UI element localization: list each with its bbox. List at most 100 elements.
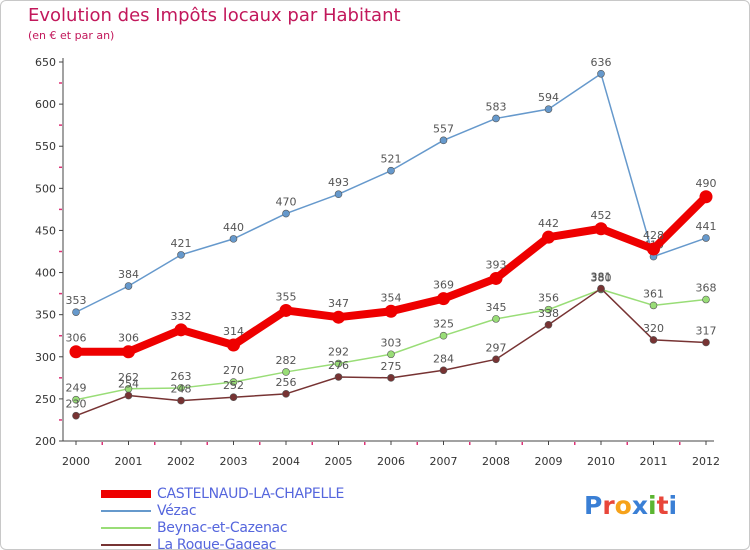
data-point: [492, 315, 500, 323]
data-point: [597, 69, 605, 78]
data-point: [489, 271, 503, 285]
chart-title: Evolution des Impôts locaux par Habitant: [28, 5, 401, 26]
data-point: [174, 323, 188, 337]
legend-item: Beynac-et-Cazenac: [101, 519, 344, 536]
x-tick-label: 2007: [430, 455, 458, 468]
data-point: [439, 366, 448, 375]
data-label: 440: [223, 221, 244, 234]
data-label: 354: [381, 291, 402, 304]
data-label: 381: [591, 271, 612, 284]
x-tick-label: 2001: [115, 455, 143, 468]
y-tick-label: 350: [35, 309, 56, 322]
data-label: 256: [276, 376, 297, 389]
data-label: 276: [328, 359, 349, 372]
legend-swatch: [101, 489, 151, 498]
data-label: 452: [591, 209, 612, 222]
y-tick-label: 550: [35, 140, 56, 153]
x-tick-label: 2008: [482, 455, 510, 468]
data-point: [387, 374, 395, 382]
data-label: 347: [328, 297, 349, 310]
data-point: [647, 242, 660, 256]
x-tick-label: 2009: [535, 455, 563, 468]
data-point: [699, 190, 713, 204]
data-point: [437, 292, 450, 306]
data-point: [69, 345, 83, 359]
data-point: [597, 284, 605, 293]
logo-letter: r: [602, 491, 615, 520]
logo-letter: i: [648, 491, 657, 520]
data-label: 442: [538, 217, 559, 230]
data-label: 248: [171, 383, 192, 396]
data-label: 380: [591, 271, 612, 284]
x-tick-label: 2010: [587, 455, 615, 468]
x-tick-label: 2004: [272, 455, 300, 468]
data-label: 275: [381, 360, 402, 373]
logo-letter: i: [668, 491, 678, 520]
data-label: 249: [66, 382, 87, 395]
legend-item: CASTELNAUD-LA-CHAPELLE: [101, 485, 344, 502]
data-point: [282, 209, 290, 218]
x-tick-label: 2006: [377, 455, 405, 468]
series-line: [75, 73, 707, 313]
data-point: [492, 114, 500, 123]
data-label: 314: [223, 325, 244, 338]
data-point: [282, 368, 290, 376]
y-tick-label: 650: [35, 56, 56, 69]
data-label: 320: [643, 322, 664, 335]
data-label: 428: [643, 229, 664, 242]
data-label: 353: [66, 294, 87, 307]
x-tick-label: 2000: [62, 455, 90, 468]
data-label: 262: [118, 371, 139, 384]
data-label: 521: [381, 153, 402, 166]
data-point: [544, 305, 553, 314]
logo-letter: o: [614, 491, 632, 520]
series-line: [72, 192, 710, 356]
data-label: 306: [66, 332, 87, 345]
data-label: 306: [118, 332, 139, 345]
data-point: [439, 331, 448, 340]
y-tick-label: 600: [35, 98, 56, 111]
data-label: 368: [696, 282, 717, 295]
data-label: 230: [66, 398, 87, 411]
data-label: 393: [486, 258, 507, 271]
legend-label: La Roque-Gageac: [157, 536, 277, 550]
data-label: 284: [433, 352, 454, 365]
data-point: [229, 378, 238, 386]
data-point: [122, 345, 135, 359]
data-point: [229, 235, 238, 243]
legend-item: Vézac: [101, 502, 344, 519]
data-point: [702, 295, 710, 304]
data-label: 557: [433, 122, 454, 135]
proxiti-logo: Proxiti: [584, 491, 677, 520]
y-tick-label: 400: [35, 267, 56, 280]
data-label: 493: [328, 176, 349, 189]
legend-swatch: [101, 509, 151, 512]
data-point: [177, 251, 185, 259]
data-point: [544, 105, 553, 113]
data-point: [649, 336, 658, 344]
data-point: [279, 303, 293, 317]
data-label: 252: [223, 379, 244, 392]
x-tick-label: 2003: [220, 455, 248, 468]
data-label: 384: [118, 268, 139, 281]
series-0: 306 306 332 314 355 347 354 369 393 442 452 428 490: [66, 177, 717, 359]
data-label: 325: [433, 318, 454, 331]
legend-label: Beynac-et-Cazenac: [157, 519, 288, 536]
data-label: 356: [538, 292, 559, 305]
data-point: [334, 359, 343, 368]
data-point: [439, 136, 448, 145]
data-label: 355: [276, 290, 297, 303]
logo-letter: x: [631, 491, 648, 520]
data-label: 254: [118, 378, 139, 391]
data-label: 594: [538, 91, 559, 104]
data-label: 263: [171, 370, 192, 383]
data-label: 636: [591, 56, 612, 69]
data-point: [542, 230, 555, 244]
data-label: 583: [486, 100, 507, 113]
chart-subtitle: (en € et par an): [28, 29, 115, 42]
data-point: [544, 320, 553, 329]
data-point: [594, 222, 608, 236]
data-point: [227, 338, 240, 352]
legend-label: Vézac: [157, 502, 197, 519]
